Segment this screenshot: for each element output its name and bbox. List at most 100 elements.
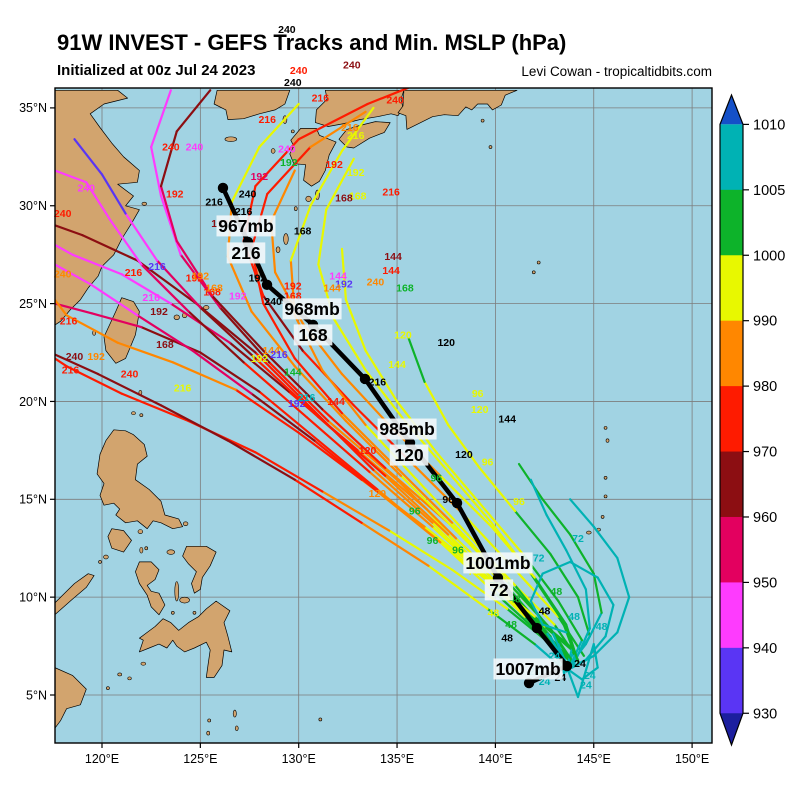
forecast-hour-label: 240 [239,189,257,201]
forecast-hour-label: 216 [62,365,80,377]
forecast-hour-label: 240 [54,208,72,220]
island [318,717,323,722]
forecast-hour-label: 168 [156,339,174,351]
forecast-hour-label: 216 [382,187,400,199]
forecast-hour-label: 192 [251,171,269,183]
landmass [55,89,140,326]
mean-track-label: 216 [231,243,260,263]
forecast-hour-label: 192 [150,306,168,318]
forecast-hour-label: 192 [325,159,343,171]
colorbar-arrow-top [720,95,743,125]
island [207,718,212,723]
forecast-hour-label: 96 [442,494,454,506]
island [536,260,541,265]
mean-track-point [261,279,273,291]
colorbar-tick-label: 950 [753,575,777,591]
forecast-hour-label: 216 [347,130,365,142]
forecast-hour-label: 240 [386,95,404,107]
island [144,546,149,551]
island [232,709,237,718]
colorbar-segment [720,255,743,322]
forecast-hour-label: 192 [347,167,365,179]
island [174,581,180,602]
forecast-hour-label: 168 [294,226,312,238]
forecast-hour-label: 120 [471,404,489,416]
ensemble-member-track [289,106,570,669]
y-axis-tick-label: 15°N [19,493,47,507]
colorbar-tick-label: 930 [753,706,777,722]
island [182,521,189,527]
colorbar-tick-label: 940 [753,641,777,657]
forecast-hour-label: 240 [77,183,95,195]
forecast-hour-label: 216 [298,392,316,404]
mean-track-point [217,182,229,194]
forecast-hour-label: 96 [431,472,443,484]
forecast-hour-label: 192 [335,279,353,291]
mean-track-point [561,660,573,672]
island [224,136,238,142]
y-axis-tick-label: 10°N [19,590,47,604]
island [480,118,485,123]
forecast-hour-label: 216 [60,316,78,328]
island [139,413,144,417]
island [283,233,289,245]
island [275,246,281,254]
forecast-hour-label: 168 [205,282,223,294]
colorbar: 1010 1005 1000 990 980 970 960 950 940 930 [719,93,785,747]
forecast-hour-label: 96 [472,388,484,400]
colorbar-arrow-bottom [720,713,743,745]
landmass [96,429,183,530]
island [531,270,536,275]
mean-track-label: 1001mb [465,553,530,573]
forecast-hour-label: 48 [505,619,517,631]
island [131,411,136,416]
colorbar-tick-label: 990 [753,314,777,330]
island [103,554,109,560]
forecast-hour-label: 120 [455,449,473,461]
y-axis-tick-label: 35°N [19,101,47,115]
forecast-hour-label: 192 [280,157,298,169]
landmass [107,528,132,553]
forecast-hour-label: 96 [513,496,525,508]
label-box [389,444,429,466]
island [106,686,110,690]
label-box [463,552,533,574]
forecast-hour-label: 240 [343,59,361,71]
forecast-hour-label: 144 [323,282,341,294]
island [305,195,312,202]
forecast-hour-label: 96 [452,545,464,557]
colorbar-segment [720,320,743,387]
forecast-hour-label: 24 [574,658,586,670]
landmass [213,89,291,120]
colorbar-segment [720,647,743,714]
forecast-hour-label: 120 [394,329,412,341]
island [98,560,102,564]
forecast-hour-label: 240 [162,142,180,154]
mean-track-point [451,497,463,509]
forecast-hour-label: 192 [87,351,105,363]
landmass [182,545,217,594]
mean-track-label: 168 [298,325,327,345]
island [140,661,146,666]
mean-track-point [359,373,371,385]
y-axis-tick-label: 20°N [19,395,47,409]
forecast-hour-label: 216 [341,122,359,134]
colorbar-segment [720,516,743,583]
island [173,314,180,320]
forecast-hour-label: 168 [203,286,221,298]
island [206,730,211,736]
label-box [493,658,563,680]
forecast-hour-label: 192 [249,273,267,285]
forecast-hour-label: 144 [327,396,345,408]
y-axis-tick-label: 5°N [26,688,47,702]
colorbar-tick-label: 1010 [753,117,785,133]
forecast-hour-label: 168 [396,282,414,294]
forecast-hour-label: 168 [335,192,353,204]
island [605,438,610,443]
forecast-hour-label: 48 [551,586,563,598]
island [600,515,605,519]
x-axis-tick-label: 130°E [282,752,316,766]
ensemble-member-track [250,110,574,663]
label-box [282,298,342,320]
